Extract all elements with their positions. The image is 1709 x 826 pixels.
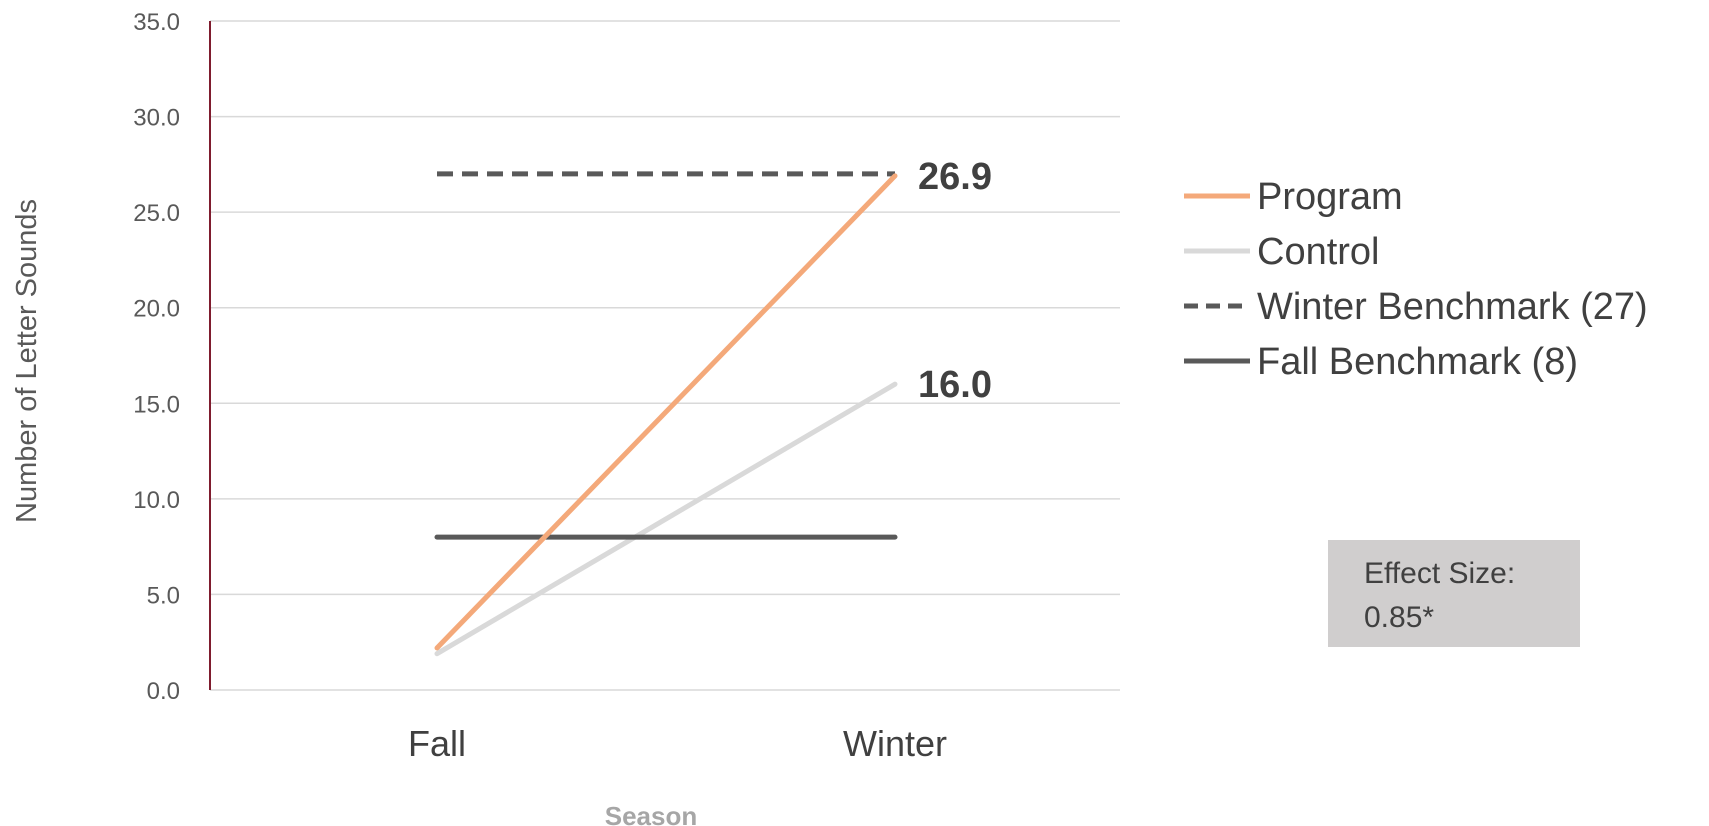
legend-label: Program <box>1257 176 1403 218</box>
y-tick-label: 35.0 <box>133 9 180 36</box>
x-category-labels: Fall Winter <box>408 723 947 764</box>
series-lines <box>434 171 898 657</box>
data-label: 26.9 <box>918 156 992 198</box>
legend: Program Control Winter Benchmark (27) Fall … <box>1184 176 1648 383</box>
series-line-control <box>434 381 898 657</box>
legend-label: Winter Benchmark (27) <box>1257 286 1648 328</box>
y-axis-title: Number of Letter Sounds <box>11 199 43 523</box>
y-tick-label: 30.0 <box>133 105 180 132</box>
legend-label: Fall Benchmark (8) <box>1257 341 1578 383</box>
data-labels: 26.9 16.0 <box>918 156 992 406</box>
effect-size-line-1: Effect Size: <box>1364 557 1515 590</box>
x-category-label: Winter <box>843 723 947 764</box>
series-line-program <box>434 173 898 651</box>
x-axis-title: Season <box>605 801 698 826</box>
y-tick-label: 20.0 <box>133 296 180 323</box>
effect-size-box: Effect Size: 0.85* <box>1328 540 1580 647</box>
gridlines <box>210 20 1120 691</box>
y-tick-label: 10.0 <box>133 487 180 514</box>
data-label: 16.0 <box>918 364 992 406</box>
y-tick-labels: 0.0 5.0 10.0 15.0 20.0 25.0 30.0 35.0 <box>133 9 180 705</box>
x-category-label: Fall <box>408 723 466 764</box>
y-tick-label: 0.0 <box>147 678 180 705</box>
y-tick-label: 5.0 <box>147 582 180 609</box>
y-tick-label: 25.0 <box>133 200 180 227</box>
legend-label: Control <box>1257 231 1380 273</box>
y-tick-label: 15.0 <box>133 391 180 418</box>
effect-size-background <box>1328 540 1580 647</box>
effect-size-line-2: 0.85* <box>1364 601 1434 634</box>
